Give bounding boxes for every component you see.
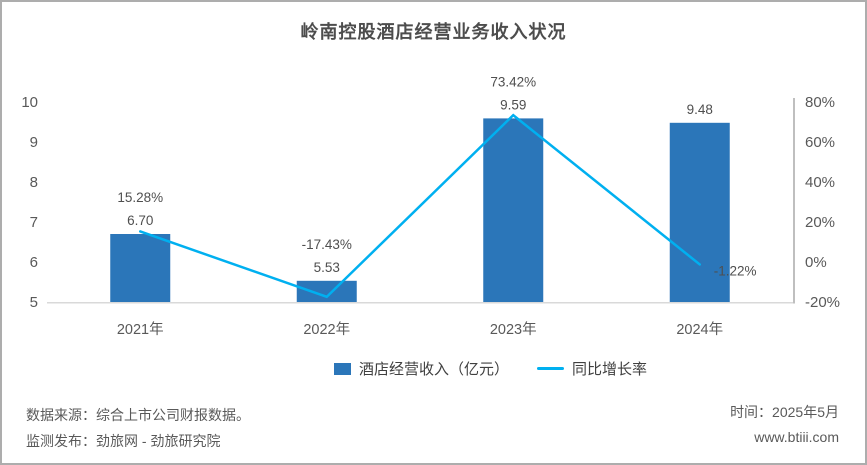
secondary-axis-tick-label: -20% [805,294,840,311]
time-line: 时间：2025年5月 [730,404,839,420]
bar-legend-swatch [333,362,351,375]
y-axis-tick-label: 6 [30,254,38,271]
secondary-axis-tick-label: 20% [805,214,835,231]
secondary-axis-tick-label: 40% [805,174,835,191]
legend-item-growth: 同比增长率 [537,358,647,379]
footer-meta-block: 时间：2025年5月 www.btiii.com [730,400,839,450]
x-axis-label: 2021年 [117,321,164,338]
publisher-line: 监测发布：劲旅网 - 劲旅研究院 [26,433,221,449]
data-source-line: 数据来源：综合上市公司财报数据。 [26,407,250,423]
chart-title: 岭南控股酒店经营业务收入状况 [300,22,567,42]
growth-value-label: -17.43% [302,237,352,252]
line-legend-swatch [537,367,564,370]
bar-value-label: 9.59 [500,97,526,112]
y-axis-tick-label: 7 [30,214,38,231]
line-legend-label: 同比增长率 [572,361,648,378]
growth-line [139,113,701,299]
x-axis-label: 2023年 [490,321,537,338]
bar-value-label: 5.53 [314,260,340,275]
footer-source-block: 数据来源：综合上市公司财报数据。 监测发布：劲旅网 - 劲旅研究院 [26,402,250,454]
x-axis-label: 2022年 [303,321,350,338]
growth-value-label: -1.22% [714,263,757,278]
secondary-axis-tick-label: 0% [805,254,827,271]
legend-item-revenue: 酒店经营收入（亿元） [333,358,509,379]
y-axis-tick-label: 8 [30,174,38,191]
revenue-bar [110,234,171,302]
growth-value-label: 15.28% [117,190,163,205]
bar-value-label: 6.70 [127,213,153,228]
secondary-axis-tick-label: 80% [805,94,835,111]
y-axis-tick-label: 5 [30,294,38,311]
growth-value-label: 73.42% [490,74,536,89]
chart-legend: 酒店经营收入（亿元） 同比增长率 [59,358,865,379]
secondary-axis-tick-label: 60% [805,134,835,151]
y-axis-tick-label: 9 [30,134,38,151]
website-text: www.btiii.com [754,429,839,445]
x-axis-label: 2024年 [676,321,723,338]
revenue-bar [296,280,357,302]
bar-legend-label: 酒店经营收入（亿元） [358,361,509,378]
y-axis-tick-label: 10 [21,94,38,111]
bar-value-label: 9.48 [687,102,713,117]
revenue-bar [669,122,730,302]
revenue-bar [483,118,544,303]
